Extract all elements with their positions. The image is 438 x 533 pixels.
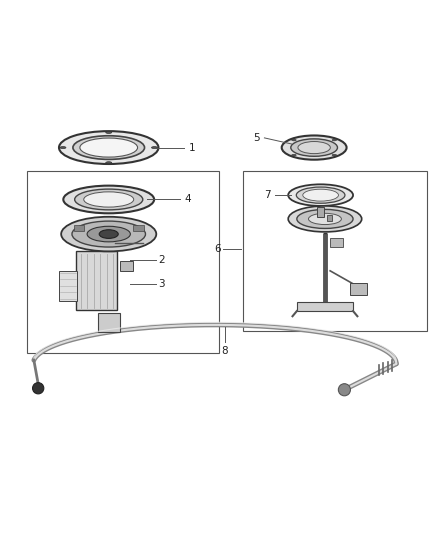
Ellipse shape bbox=[61, 217, 156, 252]
Ellipse shape bbox=[74, 189, 143, 210]
Bar bbox=[330, 238, 343, 247]
Ellipse shape bbox=[288, 184, 353, 206]
Ellipse shape bbox=[73, 136, 145, 159]
Ellipse shape bbox=[338, 384, 350, 396]
Text: 7: 7 bbox=[264, 190, 271, 200]
Ellipse shape bbox=[32, 383, 44, 394]
Ellipse shape bbox=[106, 132, 112, 133]
Ellipse shape bbox=[296, 187, 345, 203]
Ellipse shape bbox=[72, 221, 145, 247]
Text: 1: 1 bbox=[189, 143, 195, 152]
Text: 6: 6 bbox=[215, 244, 221, 254]
Ellipse shape bbox=[298, 142, 330, 154]
Ellipse shape bbox=[288, 206, 362, 232]
Ellipse shape bbox=[60, 147, 66, 149]
Ellipse shape bbox=[87, 227, 131, 242]
Bar bbox=[76, 252, 117, 310]
Text: 3: 3 bbox=[159, 279, 165, 289]
Ellipse shape bbox=[59, 131, 159, 164]
Ellipse shape bbox=[292, 139, 296, 141]
Bar bbox=[98, 313, 120, 332]
Bar bbox=[243, 172, 427, 332]
Ellipse shape bbox=[308, 213, 341, 224]
Bar bbox=[74, 224, 84, 231]
Ellipse shape bbox=[99, 230, 118, 238]
Ellipse shape bbox=[80, 138, 138, 157]
Bar bbox=[350, 282, 367, 295]
Ellipse shape bbox=[291, 139, 338, 156]
Bar bbox=[317, 207, 324, 217]
Bar bbox=[59, 271, 77, 301]
Ellipse shape bbox=[282, 135, 346, 160]
Text: 2: 2 bbox=[159, 255, 165, 265]
Ellipse shape bbox=[106, 161, 112, 164]
Text: 4: 4 bbox=[184, 195, 191, 205]
Ellipse shape bbox=[297, 209, 353, 229]
Ellipse shape bbox=[292, 154, 296, 156]
Ellipse shape bbox=[64, 185, 154, 213]
Bar bbox=[327, 215, 332, 221]
Text: 8: 8 bbox=[221, 346, 228, 356]
Ellipse shape bbox=[152, 147, 158, 149]
Ellipse shape bbox=[332, 154, 336, 156]
Text: 5: 5 bbox=[254, 133, 260, 143]
Bar bbox=[27, 172, 219, 353]
Bar bbox=[297, 302, 353, 311]
Ellipse shape bbox=[332, 139, 336, 141]
Ellipse shape bbox=[303, 189, 339, 201]
Ellipse shape bbox=[84, 192, 134, 207]
Bar bbox=[134, 224, 144, 231]
Bar bbox=[120, 261, 133, 271]
